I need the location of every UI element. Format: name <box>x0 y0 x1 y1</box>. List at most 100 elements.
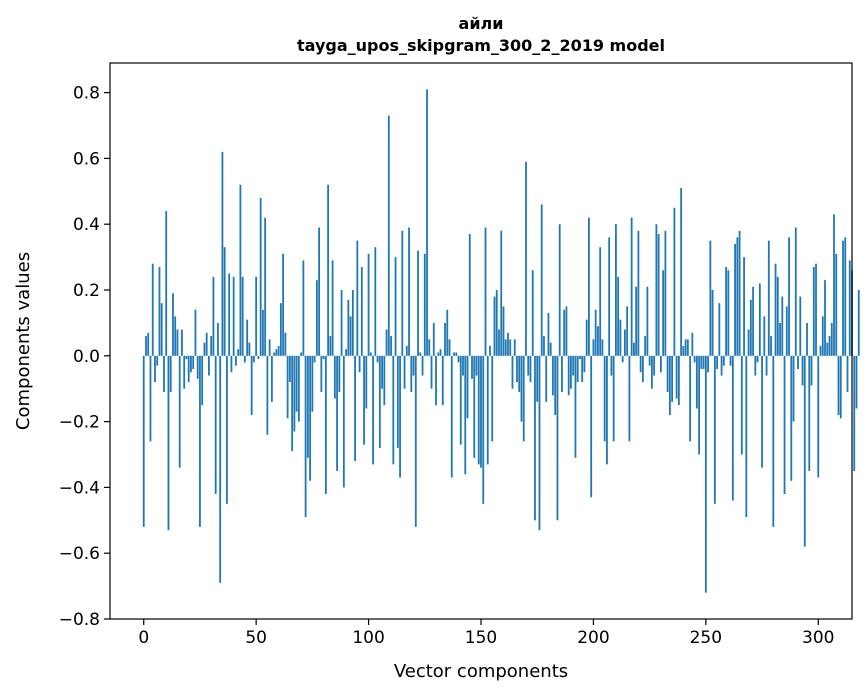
bar-280 <box>772 355 775 527</box>
bar-157 <box>495 290 498 356</box>
bar-308 <box>835 253 838 356</box>
bar-306 <box>830 322 833 356</box>
bar-38 <box>228 273 231 356</box>
y-tick-label: −0.4 <box>59 478 100 498</box>
bar-316 <box>853 355 856 471</box>
bar-28 <box>205 332 208 356</box>
bar-178 <box>543 336 545 356</box>
bar-193 <box>576 355 579 383</box>
bar-286 <box>785 306 788 356</box>
bar-168 <box>520 355 523 422</box>
x-tick-label: 100 <box>352 628 384 648</box>
bar-188 <box>565 306 568 356</box>
bar-203 <box>599 247 602 356</box>
bar-298 <box>812 266 815 356</box>
bar-75 <box>311 355 314 412</box>
bar-244 <box>691 332 694 356</box>
bar-171 <box>527 355 530 376</box>
bar-237 <box>675 355 678 399</box>
bar-317 <box>855 355 858 409</box>
bar-242 <box>686 339 689 356</box>
bar-151 <box>482 355 485 504</box>
bar-229 <box>657 234 660 356</box>
bar-122 <box>417 250 419 356</box>
bar-153 <box>486 355 489 465</box>
chart-subtitle: tayga_upos_skipgram_300_2_2019 model <box>297 36 665 55</box>
bar-177 <box>540 204 543 356</box>
bar-166 <box>516 355 518 383</box>
bar-211 <box>617 276 620 356</box>
bar-49 <box>253 355 255 363</box>
bar-240 <box>682 345 685 356</box>
bar-265 <box>738 230 741 356</box>
bar-91 <box>347 299 350 356</box>
bar-145 <box>468 234 471 356</box>
bar-94 <box>354 355 356 462</box>
bar-150 <box>480 355 482 468</box>
bar-199 <box>590 355 593 498</box>
bar-90 <box>345 349 347 356</box>
bar-313 <box>846 355 849 392</box>
bar-43 <box>239 184 242 356</box>
bar-243 <box>689 355 692 442</box>
bar-312 <box>844 237 847 356</box>
bar-52 <box>259 197 262 356</box>
bar-96 <box>358 355 361 373</box>
bar-0 <box>142 355 145 527</box>
bar-266 <box>740 355 743 455</box>
bar-121 <box>414 355 417 527</box>
bar-307 <box>833 214 835 356</box>
bar-67 <box>293 355 296 432</box>
bar-71 <box>302 260 305 356</box>
bar-142 <box>462 355 464 376</box>
bar-159 <box>500 230 503 356</box>
bar-231 <box>662 270 665 356</box>
bar-282 <box>776 276 779 356</box>
bar-118 <box>408 227 410 356</box>
bar-310 <box>839 355 842 419</box>
bar-293 <box>801 355 804 386</box>
y-tick-label: −0.2 <box>59 413 100 433</box>
bar-4 <box>151 263 154 356</box>
bar-9 <box>163 355 165 392</box>
bar-99 <box>365 355 368 409</box>
bar-248 <box>700 355 703 369</box>
bar-31 <box>212 276 215 356</box>
bar-158 <box>498 329 500 356</box>
bar-196 <box>583 355 586 373</box>
plot-frame <box>109 62 853 620</box>
bar-70 <box>300 352 303 356</box>
bar-236 <box>673 207 676 356</box>
bar-230 <box>659 355 662 373</box>
bar-19 <box>185 355 188 360</box>
bar-39 <box>230 355 233 373</box>
bar-8 <box>160 303 163 356</box>
bar-292 <box>799 296 802 356</box>
bar-117 <box>405 345 408 356</box>
bar-200 <box>592 339 595 356</box>
bar-85 <box>333 355 336 399</box>
bar-311 <box>842 240 844 356</box>
bar-279 <box>770 336 772 356</box>
bar-83 <box>329 336 332 356</box>
bar-256 <box>718 303 721 356</box>
bar-69 <box>297 355 300 422</box>
bar-300 <box>817 355 820 478</box>
bar-45 <box>244 355 246 363</box>
bar-212 <box>619 319 622 356</box>
bar-77 <box>315 280 318 356</box>
bar-181 <box>549 342 552 356</box>
bar-58 <box>273 352 276 356</box>
bar-269 <box>747 329 750 356</box>
bar-187 <box>563 309 566 356</box>
bar-224 <box>646 286 649 356</box>
bar-10 <box>165 211 168 356</box>
bar-222 <box>641 355 644 383</box>
bar-140 <box>457 355 460 363</box>
bar-17 <box>181 329 183 356</box>
bar-88 <box>340 290 343 356</box>
y-tick-label: 0.6 <box>73 149 100 169</box>
bar-221 <box>639 355 642 373</box>
bar-303 <box>824 280 826 356</box>
bar-135 <box>446 309 449 356</box>
